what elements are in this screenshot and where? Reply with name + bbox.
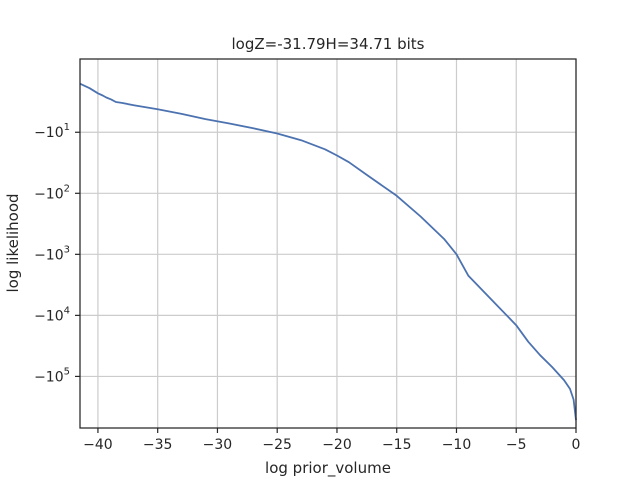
y-tick-exponent: 5	[64, 366, 70, 377]
y-tick-base: −10	[34, 125, 64, 141]
series-lines	[79, 82, 577, 421]
x-axis-label: log prior_volume	[265, 459, 391, 478]
y-tick-exponent: 3	[64, 244, 70, 255]
series-line	[79, 82, 577, 421]
x-tick-label: −10	[442, 437, 472, 453]
x-tick-label: −25	[262, 437, 292, 453]
y-axis-label: log likelihood	[4, 193, 22, 292]
x-tick-label: −15	[382, 437, 412, 453]
x-tick-label: 0	[572, 437, 581, 453]
y-tick-base: −10	[34, 247, 64, 263]
axis-ticks: −40 −35 −30 −25 −20 −15 −10 −5 0−101−102−103−104…	[34, 122, 580, 453]
x-tick-label: −5	[506, 437, 527, 453]
y-tick-label: −105	[34, 366, 70, 385]
x-tick-label: −40	[83, 437, 113, 453]
x-tick-label: −30	[203, 437, 233, 453]
y-tick-base: −10	[34, 186, 64, 202]
chart-title: logZ=-31.79H=34.71 bits	[231, 35, 424, 53]
y-tick-label: −101	[34, 122, 70, 141]
y-tick-exponent: 4	[64, 305, 70, 316]
x-tick-label: −35	[143, 437, 173, 453]
y-tick-label: −102	[34, 183, 70, 202]
y-tick-exponent: 1	[64, 122, 70, 133]
y-tick-base: −10	[34, 308, 64, 324]
y-tick-label: −103	[34, 244, 70, 263]
y-tick-label: −104	[34, 305, 70, 324]
y-tick-base: −10	[34, 369, 64, 385]
x-tick-label: −20	[322, 437, 352, 453]
plot-frame	[79, 58, 577, 429]
grid-lines	[80, 59, 577, 428]
y-tick-exponent: 2	[64, 183, 70, 194]
